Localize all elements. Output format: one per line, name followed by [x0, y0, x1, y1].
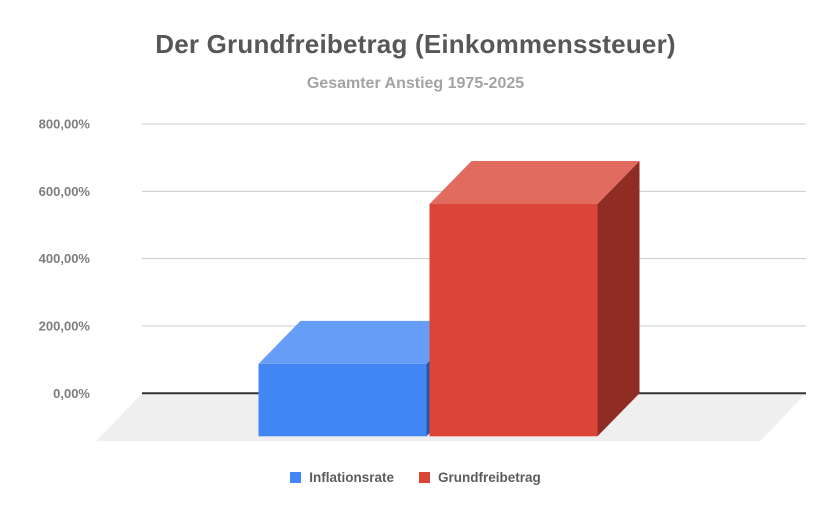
bar-side-face-grundfreibetrag [597, 161, 640, 437]
y-axis-tick-label: 400,00% [39, 251, 91, 266]
legend-item-grundfreibetrag: Grundfreibetrag [419, 470, 541, 485]
legend-swatch-grundfreibetrag-icon [419, 472, 430, 483]
bar-grundfreibetrag[interactable] [429, 161, 640, 437]
chart-subtitle: Gesamter Anstieg 1975-2025 [306, 75, 525, 92]
bar-inflationsrate[interactable] [258, 320, 469, 437]
legend-item-inflationsrate: Inflationsrate [290, 470, 394, 485]
y-axis-tick-label: 0,00% [53, 386, 90, 401]
bar-top-face-grundfreibetrag [429, 161, 640, 205]
y-axis-tick-label: 600,00% [39, 184, 91, 199]
y-axis-tick-label: 800,00% [39, 117, 91, 132]
y-axis-tick-label: 200,00% [39, 318, 91, 333]
bar-front-face-grundfreibetrag [429, 204, 598, 437]
chart-legend: Inflationsrate Grundfreibetrag [0, 470, 831, 485]
legend-label-grundfreibetrag: Grundfreibetrag [438, 470, 541, 485]
legend-swatch-inflationsrate-icon [290, 472, 302, 483]
bar-front-face-inflationsrate [258, 363, 427, 437]
bar-top-face-inflationsrate [258, 320, 469, 364]
legend-label-inflationsrate: Inflationsrate [309, 470, 394, 485]
chart-title: Der Grundfreibetrag (Einkommenssteuer) [155, 29, 676, 59]
